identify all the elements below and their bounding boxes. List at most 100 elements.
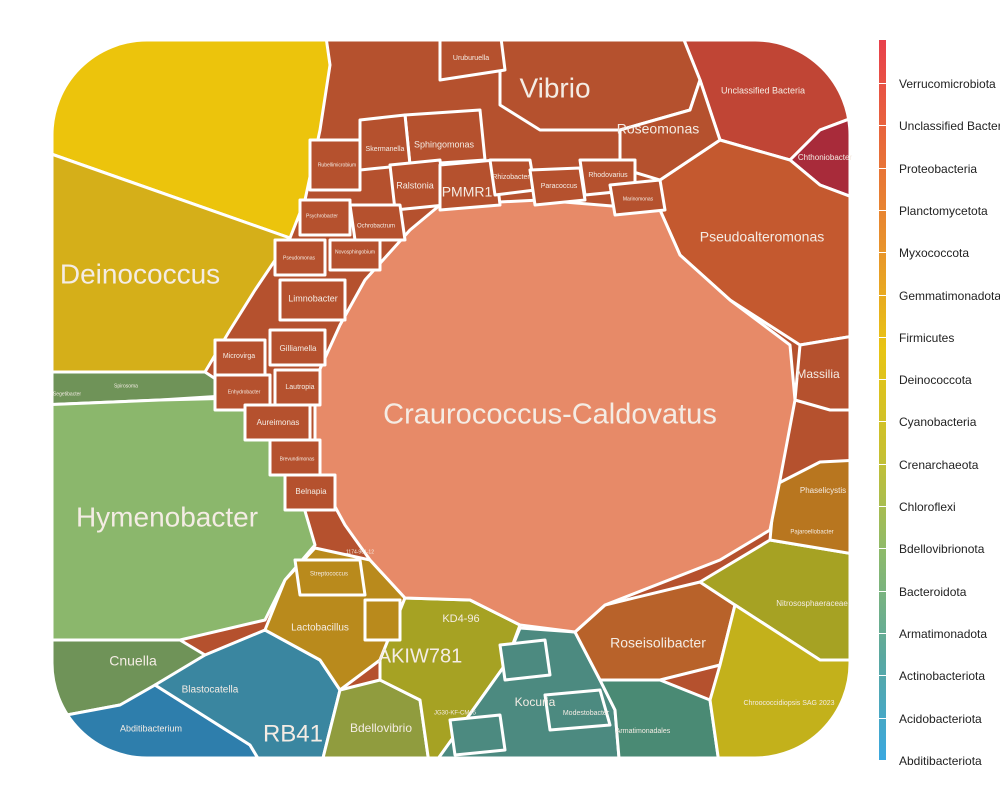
legend-label: Planctomycetota — [899, 203, 988, 218]
label-massilia: Massilia — [796, 367, 840, 381]
label-spirosoma: Spirosoma — [114, 383, 138, 389]
legend-tick — [877, 590, 888, 592]
cell-pseudomonas[interactable] — [273, 238, 327, 277]
cell-deinococcus[interactable] — [40, 148, 292, 374]
cell-sphingomonas[interactable] — [403, 108, 487, 167]
label-unclassified-bacteria: Unclassified Bacteria — [721, 85, 805, 95]
legend-label: Acidobacteriota — [899, 711, 982, 726]
label-lautropia: Lautropia — [285, 384, 314, 391]
label-blastocatella: Blastocatella — [182, 685, 239, 696]
legend-item: Bdellovibrionota — [875, 541, 1000, 557]
legend-label: Cyanobacteria — [899, 415, 977, 430]
legend-tick — [877, 379, 888, 381]
legend-item: Unclassified Bacteria — [875, 118, 1000, 134]
label-aureimonas: Aureimonas — [257, 418, 300, 427]
label-limnobacter: Limnobacter — [288, 293, 338, 303]
label-kocuria: Kocuria — [515, 695, 556, 709]
label-pmmr1: PMMR1 — [442, 184, 493, 200]
legend-item: Armatimonadota — [875, 626, 1000, 642]
legend-tick — [877, 759, 888, 761]
label-skermanella: Skermanella — [366, 146, 405, 153]
label-armatimonadales: Armatimonadales — [616, 728, 671, 735]
legend-label: Myxococcota — [899, 246, 970, 261]
legend-item: Acidobacteriota — [875, 711, 1000, 727]
legend-tick — [877, 421, 888, 423]
legend-label: Proteobacteria — [899, 161, 978, 176]
legend-label: Gemmatimonadota — [899, 288, 1000, 303]
label-rb41: RB41 — [263, 720, 323, 747]
cell-novosphingobium[interactable] — [328, 238, 382, 272]
label-roseomonas: Roseomonas — [617, 121, 700, 137]
legend-item: Abditibacteriota — [875, 753, 1000, 769]
legend-item: Proteobacteria — [875, 161, 1000, 177]
legend-item: Actinobacteriota — [875, 668, 1000, 684]
cell-pmmr1[interactable] — [438, 158, 502, 212]
label-rhodovarius: Rhodovarius — [588, 172, 628, 179]
legend-item: Bacteroidota — [875, 584, 1000, 600]
cell-actino-small[interactable] — [498, 638, 552, 682]
legend-tick — [877, 252, 888, 254]
legend-item: Gemmatimonadota — [875, 288, 1000, 304]
label-deinococcus: Deinococcus — [60, 258, 220, 289]
legend-item: Planctomycetota — [875, 203, 1000, 219]
label-marinomonas: Marinomonas — [623, 196, 654, 202]
cell-gilliamella[interactable] — [268, 328, 327, 367]
legend-tick — [877, 336, 888, 338]
label-uruburuella: Uruburuella — [453, 55, 489, 62]
cell-firmicutes-small[interactable] — [363, 598, 402, 642]
label-phaselicystis: Phaselicystis — [800, 486, 846, 495]
legend-item: Myxococcota — [875, 245, 1000, 261]
label-pseudomonas: Pseudomonas — [283, 255, 315, 261]
label-hymenobacter: Hymenobacter — [76, 501, 258, 532]
label-streptococcus: Streptococcus — [310, 572, 348, 578]
cell-skermanella[interactable] — [358, 113, 412, 172]
cell-lautropia[interactable] — [273, 368, 322, 407]
legend-tick — [877, 632, 888, 634]
cell-psychrobacter[interactable] — [298, 198, 352, 237]
legend-item: Firmicutes — [875, 330, 1000, 346]
cell-limnobacter[interactable] — [278, 278, 347, 322]
legend-tick — [877, 83, 888, 84]
cell-actino-small[interactable] — [448, 713, 507, 757]
cell-paracoccus[interactable] — [528, 166, 587, 207]
label-brevundimonas: Brevundimonas — [280, 456, 315, 462]
legend-label: Actinobacteriota — [899, 669, 986, 684]
legend-label: Firmicutes — [899, 330, 955, 345]
legend-label: Crenarchaeota — [899, 457, 979, 472]
cell-ochrobactrum[interactable] — [348, 203, 407, 242]
legend-tick — [877, 675, 888, 677]
label-enhydrobacter: Enhydrobacter — [228, 389, 261, 395]
label-bdellovibrio: Bdellovibrio — [350, 721, 412, 735]
label-nitrososphaeraceae: Nitrososphaeraceae — [776, 599, 848, 608]
cell-massilia[interactable] — [793, 333, 860, 412]
legend-label: Armatimonadota — [899, 626, 988, 641]
label-vibrio: Vibrio — [519, 72, 590, 103]
label-pajaroellobacter: Pajaroellobacter — [790, 530, 833, 536]
label-gilliamella: Gilliamella — [280, 344, 317, 353]
legend-tick — [877, 506, 888, 507]
label-jg30: JG30-KF-CM45 — [434, 711, 477, 717]
cell-modestobacter[interactable] — [543, 688, 612, 732]
label-segetibacter: Segetibacter — [53, 391, 81, 397]
cell-streptococcus[interactable] — [293, 558, 367, 597]
cell-belnapia[interactable] — [283, 473, 337, 512]
legend-color-bar — [879, 40, 886, 760]
label-chroococcidiopsis: Chroococcidiopsis SAG 2023 — [743, 700, 834, 707]
label-lactobacillus: Lactobacillus — [291, 623, 349, 634]
legend-tick — [877, 294, 888, 296]
label-1174-901-12: 1174-901-12 — [346, 549, 374, 555]
label-sphingomonas: Sphingomonas — [414, 139, 475, 149]
legend-item: Verrucomicrobiota — [875, 76, 1000, 92]
legend-label: Verrucomicrobiota — [899, 77, 996, 91]
legend-label: Abditibacteriota — [899, 753, 982, 768]
legend-tick — [877, 125, 888, 127]
cell-uruburuella[interactable] — [438, 30, 507, 82]
label-akiw781: AKIW781 — [378, 645, 462, 667]
label-modestobacter: Modestobacter — [563, 710, 610, 717]
legend-tick — [877, 463, 888, 465]
legend-label: Deinococcota — [899, 373, 972, 388]
cell-rubellimicrobium[interactable] — [308, 138, 362, 192]
label-abditibacterium: Abditibacterium — [120, 723, 182, 733]
cell-marinomonas[interactable] — [608, 178, 667, 217]
legend-tick — [877, 717, 888, 719]
